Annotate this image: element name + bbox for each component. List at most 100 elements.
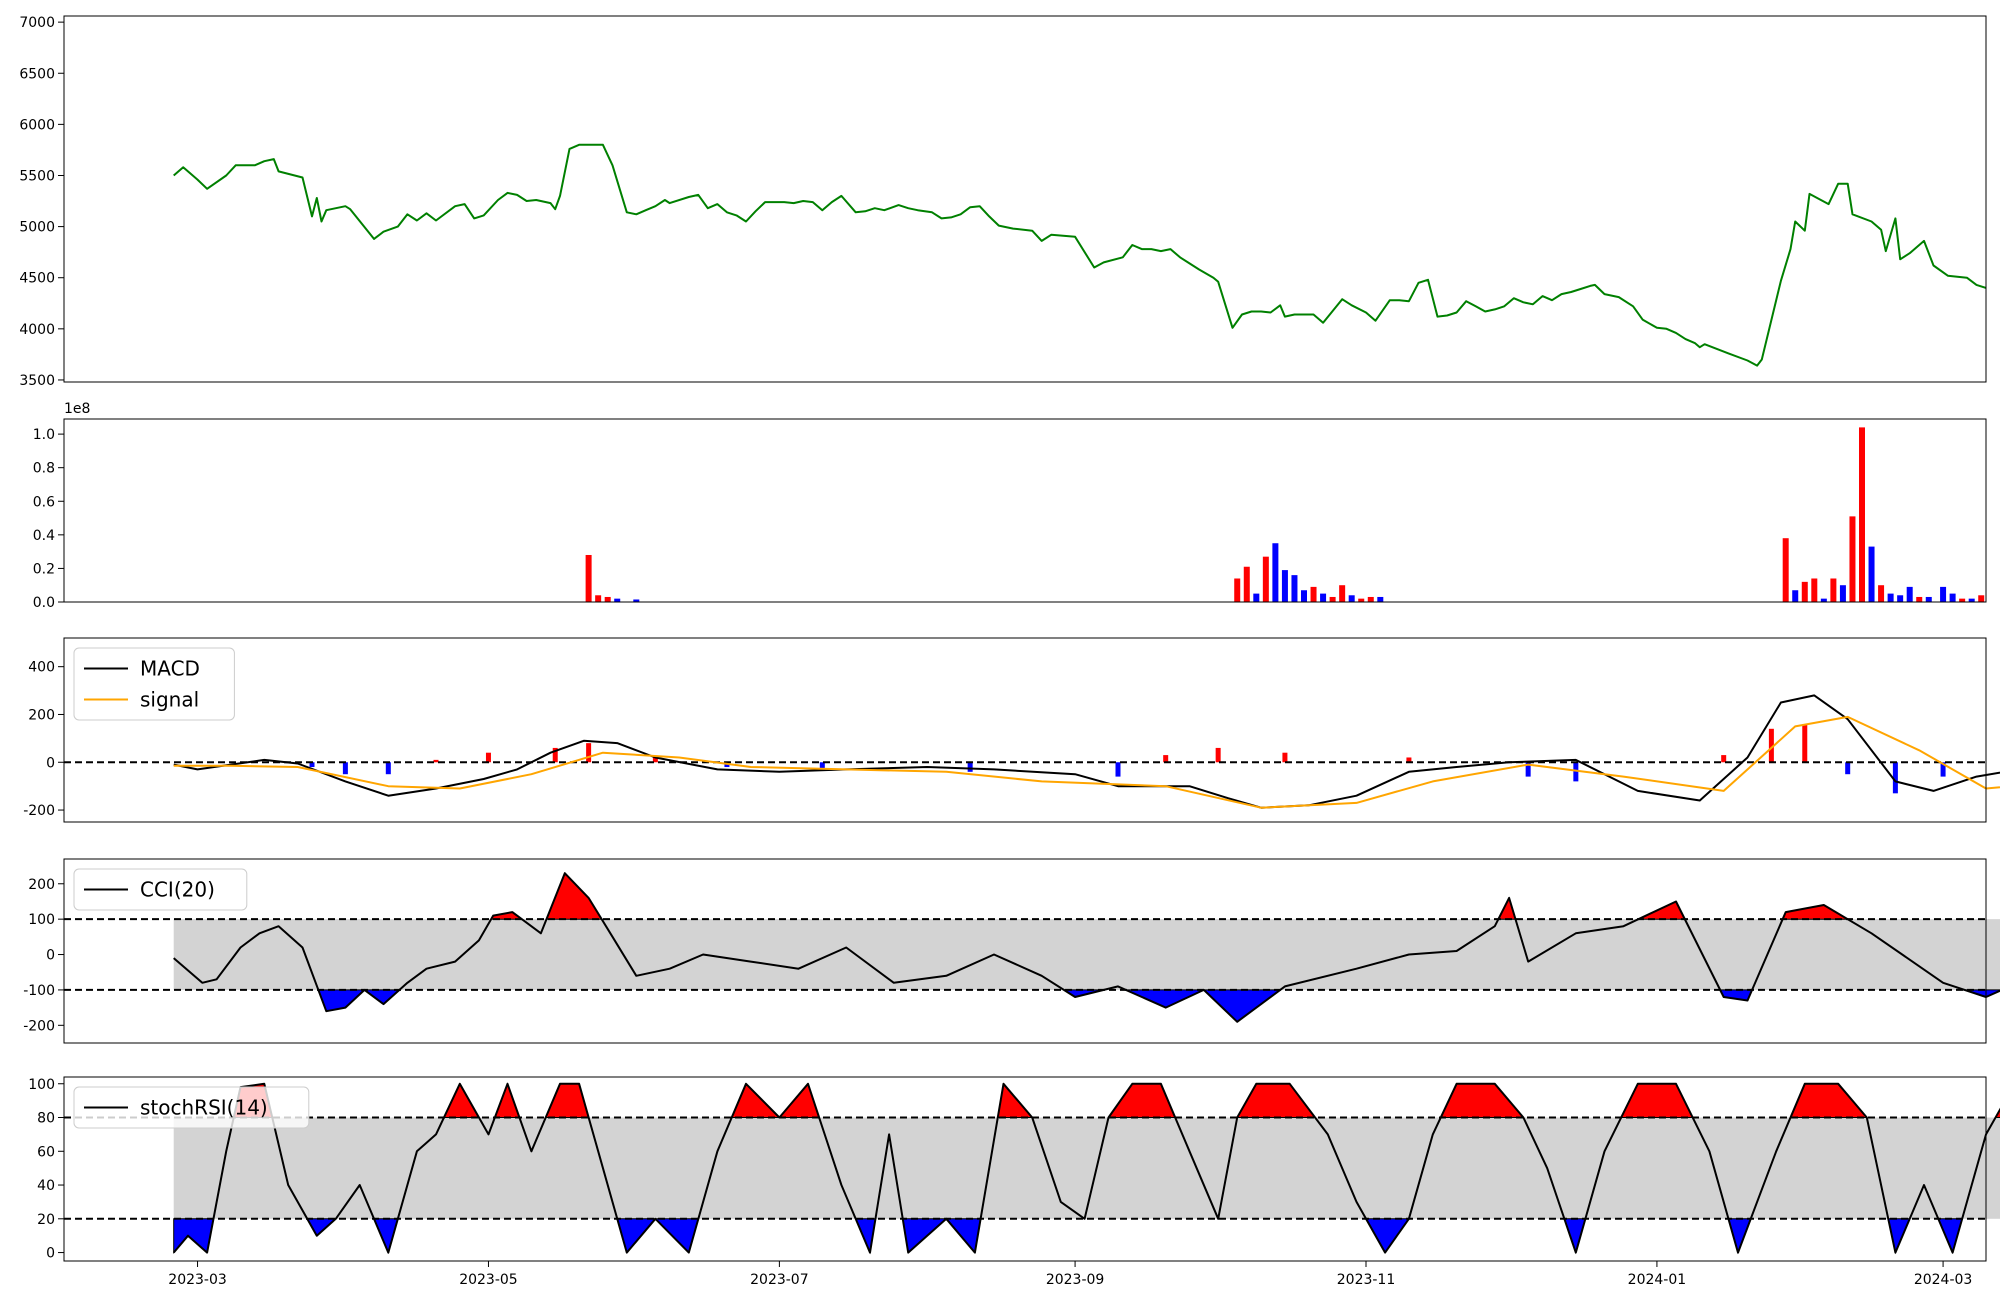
legend-box	[73, 1086, 310, 1129]
macd-histogram-bar	[1940, 762, 1946, 777]
volume-bar	[1820, 598, 1827, 602]
y-tick-label: -200	[23, 1018, 55, 1034]
volume-bar	[1839, 585, 1846, 602]
volume-bar	[595, 595, 602, 602]
macd-histogram-bar	[967, 762, 973, 772]
y-tick-label: 60	[37, 1144, 55, 1160]
volume-bar	[1968, 598, 1975, 602]
x-tick-label: 2024-01	[1628, 1272, 1687, 1288]
volume-bar	[604, 596, 611, 602]
x-tick-label: 2024-03	[1914, 1272, 1973, 1288]
volume-bar	[614, 598, 621, 602]
volume-bar	[1897, 595, 1904, 602]
macd-histogram-bar	[552, 747, 558, 763]
volume-bar	[1887, 593, 1894, 602]
volume-bar	[1367, 596, 1374, 602]
y-tick-label: 40	[37, 1178, 55, 1194]
macd-histogram-bar	[1115, 762, 1121, 777]
y-tick-label: 5500	[19, 168, 55, 184]
x-tick-label: 2023-03	[168, 1272, 227, 1288]
x-axis: 2023-03 2023-05 2023-07 2023-09 2023-11 2024-…	[168, 1261, 1972, 1288]
panel-frame	[63, 15, 1987, 383]
legend-box	[73, 647, 235, 721]
macd-histogram-bar	[586, 743, 592, 763]
y-tick-label: 0.2	[33, 561, 55, 577]
y-tick-label: 0	[46, 1246, 55, 1262]
panel-2: 1e8 0.0 0.2 0.4 0.6 0.8 1.0	[33, 401, 1987, 611]
macd-histogram-bar	[1892, 762, 1898, 794]
neutral-band	[173, 919, 2000, 990]
macd-histogram-bar	[1768, 728, 1774, 763]
y-tick-label: 4500	[19, 271, 55, 287]
volume-bar	[1320, 593, 1327, 602]
macd-histogram-bar	[1845, 762, 1851, 775]
volume-bar	[1782, 538, 1789, 602]
y-multiplier-label: 1e8	[64, 401, 90, 417]
y-tick-label: 5000	[19, 220, 55, 236]
panel-frame	[63, 858, 1987, 1044]
y-tick-label: 3500	[19, 373, 55, 389]
panel-1: 3500 4000 4500 5000 5500 6000 6500 7000	[19, 15, 1987, 389]
series-line	[173, 872, 2000, 1023]
y-tick-label: 0.8	[33, 461, 55, 477]
series-line	[173, 694, 2000, 809]
volume-bar	[633, 599, 640, 602]
y-tick-label: 1.0	[33, 427, 55, 443]
y-tick-label: 400	[28, 660, 55, 676]
legend-label: MACD	[140, 657, 200, 681]
volume-bar	[1878, 585, 1885, 602]
series-line	[173, 715, 2000, 809]
volume-bar	[1262, 556, 1269, 602]
y-tick-label: 20	[37, 1212, 55, 1228]
y-tick-label: 0	[46, 755, 55, 771]
series-line	[173, 143, 1987, 367]
y-tick-label: -100	[23, 983, 55, 999]
volume-bar	[1272, 543, 1279, 602]
y-tick-label: 100	[28, 1077, 55, 1093]
panel-5: 0 20 40 60 80 100 stochRSI(14)	[28, 1076, 2000, 1262]
y-tick-label: 4000	[19, 322, 55, 338]
volume-bar	[1978, 595, 1985, 602]
volume-bar	[1358, 598, 1365, 602]
macd-histogram-bar	[652, 757, 658, 763]
panel-frame	[63, 637, 1987, 823]
volume-bar	[1940, 586, 1947, 602]
volume-bar	[1377, 596, 1384, 602]
panel-frame	[63, 1076, 1987, 1262]
volume-bar	[1949, 593, 1956, 602]
macd-histogram-bar	[485, 752, 491, 763]
macd-histogram-bar	[385, 762, 391, 775]
macd-histogram-bar	[433, 759, 439, 763]
macd-histogram-bar	[1215, 747, 1221, 763]
volume-bar	[585, 554, 592, 602]
neutral-band	[173, 1117, 2000, 1219]
y-tick-label: 0.6	[33, 494, 55, 510]
volume-bar	[1243, 566, 1250, 602]
y-tick-label: 6500	[19, 66, 55, 82]
y-tick-label: 200	[28, 877, 55, 893]
x-tick-label: 2023-11	[1337, 1272, 1396, 1288]
volume-bar	[1830, 578, 1837, 602]
panel-3: -200 0 200 400 MACD signal	[23, 637, 2000, 823]
volume-bar	[1329, 596, 1336, 602]
macd-histogram-bar	[1525, 762, 1531, 777]
macd-histogram-bar	[1163, 755, 1169, 763]
legend-label: signal	[140, 688, 199, 712]
volume-bar	[1801, 581, 1808, 602]
x-tick-label: 2023-07	[750, 1272, 809, 1288]
volume-bar	[1916, 596, 1923, 602]
macd-histogram-bar	[342, 762, 348, 775]
macd-histogram-bar	[1282, 752, 1288, 763]
volume-bar	[1301, 590, 1307, 602]
volume-bar	[1959, 598, 1966, 602]
x-tick-label: 2023-09	[1046, 1272, 1105, 1288]
panel-frame	[63, 418, 1987, 603]
volume-bar	[1792, 590, 1799, 602]
y-tick-label: 200	[28, 707, 55, 723]
y-tick-label: 80	[37, 1111, 55, 1127]
x-tick-label: 2023-05	[459, 1272, 518, 1288]
y-tick-label: 6000	[19, 117, 55, 133]
volume-bar	[1310, 586, 1317, 602]
legend-label: stochRSI(14)	[140, 1096, 268, 1120]
macd-histogram-bar	[309, 762, 315, 768]
